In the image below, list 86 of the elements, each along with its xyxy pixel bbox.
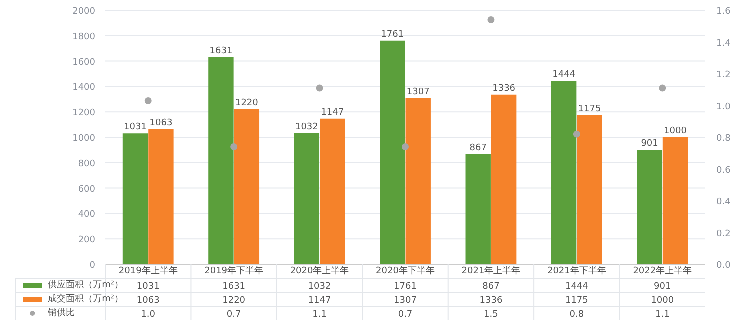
data-label: 1032 xyxy=(308,282,332,292)
y-tick-label: 0 xyxy=(90,261,96,271)
annotation: 1761 xyxy=(381,30,404,40)
point xyxy=(402,144,409,151)
annotation: 1147 xyxy=(321,108,344,118)
y2-tick-label: 1.0 xyxy=(716,102,732,112)
point xyxy=(144,97,152,104)
bar xyxy=(148,130,174,264)
y2-tick-label: 1.4 xyxy=(716,38,732,49)
y2-tick-label: 0.6 xyxy=(716,166,732,176)
data-label: 1175 xyxy=(565,296,588,306)
x-tick-label: 2021年下半年 xyxy=(547,266,606,276)
data-label: 867 xyxy=(482,282,500,292)
bar xyxy=(234,110,260,264)
legend-label: 成交面积（万m²） xyxy=(48,294,124,304)
annotation: 1000 xyxy=(664,126,688,136)
bar xyxy=(320,118,346,264)
annotation: 1307 xyxy=(406,88,430,98)
annotation: 867 xyxy=(470,143,487,154)
data-label: 0.7 xyxy=(226,310,242,320)
data-label: 1063 xyxy=(136,296,160,306)
data-label: 901 xyxy=(654,282,672,292)
legend-label: 销供比 xyxy=(47,308,76,318)
point xyxy=(488,16,495,24)
bar xyxy=(491,94,517,264)
data-label: 1761 xyxy=(394,282,417,292)
bar xyxy=(122,134,148,264)
x-tick-label: 2019年上半年 xyxy=(118,266,178,276)
y-tick-label: 1200 xyxy=(72,108,96,119)
annotation: 1444 xyxy=(552,70,576,80)
x-tick-label: 2021年上半年 xyxy=(462,266,521,276)
data-label: 1444 xyxy=(565,282,589,292)
bar xyxy=(577,115,602,264)
x-tick-label: 2022年上半年 xyxy=(633,266,692,276)
annotation: 901 xyxy=(641,139,658,150)
data-label: 1.5 xyxy=(484,310,498,320)
annotation: 1063 xyxy=(150,118,173,128)
annotation: 1631 xyxy=(210,46,233,56)
data-label: 1336 xyxy=(480,296,503,306)
data-label: 1220 xyxy=(222,296,246,306)
y-tick-label: 1600 xyxy=(72,58,96,68)
bar xyxy=(208,57,234,264)
annotation: 1220 xyxy=(235,98,259,109)
y-tick-label: 1000 xyxy=(72,134,96,144)
x-tick-label: 2020年下半年 xyxy=(376,266,435,276)
data-label: 1147 xyxy=(308,296,332,306)
y-tick-label: 1400 xyxy=(72,83,96,94)
x-tick-label: 2019年下半年 xyxy=(204,266,264,276)
data-label: 1631 xyxy=(222,282,246,292)
y-tick-label: 600 xyxy=(78,184,96,195)
data-label: 1.0 xyxy=(141,310,156,320)
data-label: 1000 xyxy=(651,296,674,306)
y-tick-label: 800 xyxy=(78,159,96,170)
legend-label: 供应面积（万m²） xyxy=(48,280,124,290)
point xyxy=(659,84,666,92)
point xyxy=(573,130,580,138)
x-tick-label: 2020年上半年 xyxy=(290,266,350,276)
y2-tick-label: 1.6 xyxy=(716,7,732,17)
y-tick-label: 1800 xyxy=(72,32,96,42)
data-label: 1031 xyxy=(136,282,160,292)
point xyxy=(316,84,324,92)
bar xyxy=(551,81,577,264)
y-tick-label: 2000 xyxy=(72,7,96,17)
bar xyxy=(406,98,431,264)
point xyxy=(230,144,238,151)
y2-tick-label: 1.2 xyxy=(716,70,731,80)
data-label: 0.8 xyxy=(570,310,584,320)
y2-tick-label: 0.8 xyxy=(716,134,732,144)
annotation: 1175 xyxy=(578,104,602,114)
bar xyxy=(294,133,320,264)
data-label: 1307 xyxy=(394,296,417,306)
bar xyxy=(637,150,662,264)
y2-tick-label: 0.0 xyxy=(716,261,732,271)
y-tick-label: 200 xyxy=(78,236,96,246)
data-label: 0.7 xyxy=(398,310,413,320)
y2-tick-label: 0.2 xyxy=(716,229,731,240)
annotation: 1336 xyxy=(492,84,516,94)
bar xyxy=(662,138,688,264)
bar xyxy=(466,154,491,264)
y2-tick-label: 0.4 xyxy=(716,198,732,208)
annotation: 1032 xyxy=(295,122,318,132)
y-tick-label: 400 xyxy=(78,210,96,220)
data-label: 1.1 xyxy=(655,310,670,320)
annotation: 1031 xyxy=(124,122,147,133)
bar xyxy=(380,40,406,264)
data-label: 1.1 xyxy=(312,310,327,320)
